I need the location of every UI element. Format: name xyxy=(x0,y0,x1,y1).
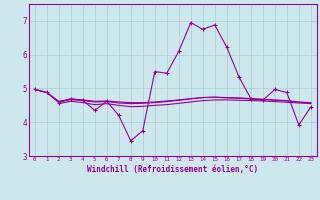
X-axis label: Windchill (Refroidissement éolien,°C): Windchill (Refroidissement éolien,°C) xyxy=(87,165,258,174)
